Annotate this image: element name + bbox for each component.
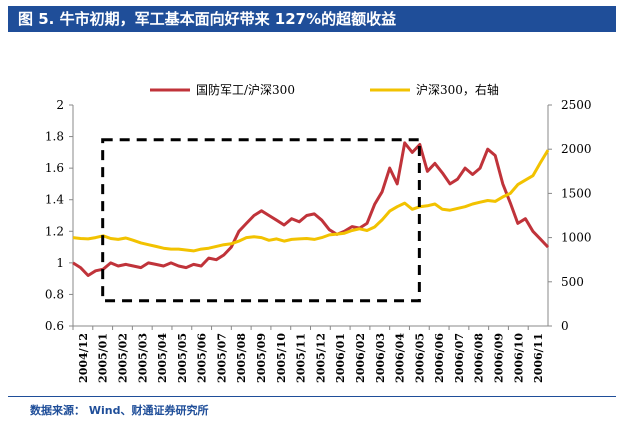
- legend-label-index: 沪深300，右轴: [416, 82, 499, 97]
- axes: 0.6 0.8 1 1.2 1.4 1.6 1.8 2 0 500 1000 1500 2000 2500…: [45, 98, 592, 383]
- x-tick-label: 2005/07: [215, 333, 228, 383]
- x-tick-label: 2006/08: [473, 333, 486, 383]
- x-tick-label: 2004/12: [77, 333, 90, 383]
- highlight-dashed-box: [101, 138, 421, 303]
- left-tick-label: 2: [56, 98, 64, 112]
- x-tick-label: 2005/10: [275, 333, 288, 383]
- x-tick-label: 2005/05: [176, 333, 189, 383]
- x-tick-label: 2005/12: [314, 333, 327, 383]
- right-tick-label: 2500: [561, 98, 592, 112]
- x-tick-label: 2005/04: [156, 333, 169, 383]
- x-tick-label: 2006/06: [433, 333, 446, 383]
- plot-area: [72, 138, 550, 303]
- left-tick-label: 0.8: [45, 287, 64, 301]
- x-tick-label: 2005/03: [136, 333, 149, 383]
- left-tick-label: 1.6: [45, 161, 64, 175]
- legend: 国防军工/沪深300 沪深300，右轴: [150, 82, 499, 97]
- x-tick-label: 2006/02: [354, 333, 367, 383]
- left-tick-label: 1.8: [45, 130, 64, 144]
- left-tick-label: 1.2: [45, 224, 64, 238]
- x-tick-label: 2006/09: [493, 333, 506, 383]
- x-tick-label: 2005/06: [196, 333, 209, 383]
- x-tick-label: 2006/01: [334, 333, 347, 383]
- x-tick-label: 2005/01: [97, 333, 110, 383]
- x-tick-label: 2006/10: [512, 333, 525, 383]
- right-tick-label: 1500: [561, 186, 592, 200]
- right-tick-label: 2000: [561, 142, 592, 156]
- x-tick-label: 2006/07: [453, 333, 466, 383]
- x-tick-label: 2006/05: [413, 333, 426, 383]
- x-tick-label: 2006/04: [394, 333, 407, 383]
- x-tick-label: 2005/02: [116, 333, 129, 383]
- series-line-index: [72, 149, 550, 253]
- x-tick-label: 2006/03: [374, 333, 387, 383]
- left-tick-label: 1: [56, 256, 64, 270]
- right-tick-label: 0: [561, 319, 569, 333]
- right-tick-label: 1000: [561, 231, 592, 245]
- right-tick-label: 500: [561, 275, 584, 289]
- footer-divider: [8, 396, 616, 397]
- left-tick-label: 1.4: [45, 193, 64, 207]
- x-tick-label: 2005/11: [295, 333, 308, 383]
- left-tick-label: 0.6: [45, 319, 64, 333]
- x-tick-label: 2006/11: [532, 333, 545, 383]
- x-tick-label: 2005/08: [235, 333, 248, 383]
- source-note: 数据来源： Wind、财通证券研究所: [30, 404, 209, 417]
- series-line-ratio: [72, 141, 550, 277]
- legend-label-ratio: 国防军工/沪深300: [196, 82, 295, 97]
- x-tick-label: 2005/09: [255, 333, 268, 383]
- figure-title: 图 5. 牛市初期，军工基本面向好带来 127%的超额收益: [8, 6, 616, 32]
